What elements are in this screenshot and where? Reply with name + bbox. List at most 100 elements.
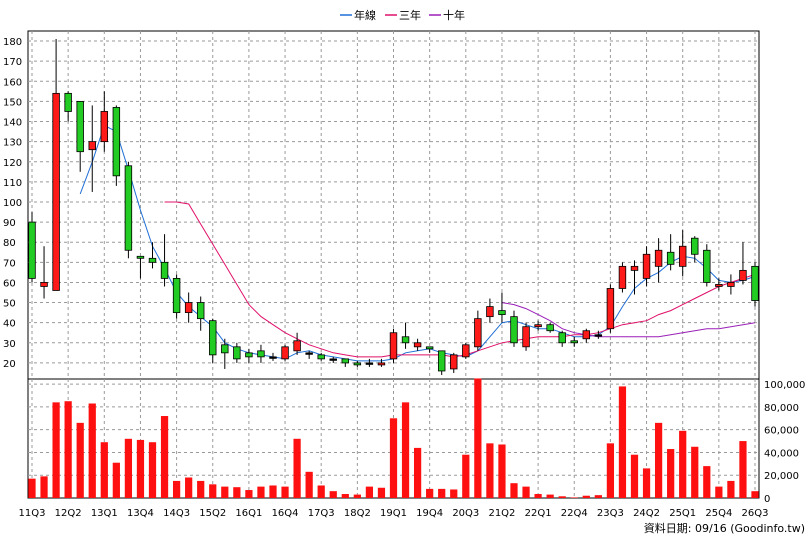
candle-body xyxy=(148,257,157,263)
candle xyxy=(233,342,241,363)
candle-body xyxy=(630,265,639,271)
candle xyxy=(727,274,735,295)
volume-bar xyxy=(570,497,578,498)
price-tick-label: 120 xyxy=(3,158,22,169)
candle-body xyxy=(618,265,627,289)
candle xyxy=(413,338,422,351)
candle-body xyxy=(293,340,301,352)
volume-bar xyxy=(438,488,446,498)
price-tick-label: 150 xyxy=(3,97,22,108)
candle xyxy=(353,360,362,367)
volume-bar xyxy=(498,444,506,498)
volume-bars xyxy=(28,378,759,498)
candle-body xyxy=(522,326,530,348)
candle-body xyxy=(281,346,289,360)
candle-body xyxy=(365,362,374,365)
price-tick-label: 180 xyxy=(3,37,22,48)
candle-body xyxy=(269,356,277,359)
candle-body xyxy=(88,141,96,151)
candle-body xyxy=(184,302,193,314)
price-tick-label: 50 xyxy=(3,299,16,310)
x-tick-label: 24Q2 xyxy=(633,508,660,519)
candle xyxy=(474,310,482,351)
volume-bar xyxy=(185,477,193,498)
ma-3yr-line xyxy=(164,201,756,358)
candle-body xyxy=(437,350,446,372)
candle xyxy=(389,328,398,363)
volume-bar xyxy=(582,495,590,498)
candle xyxy=(510,310,518,347)
volume-bar xyxy=(293,438,301,498)
candle-body xyxy=(498,310,506,316)
candle xyxy=(582,328,591,343)
price-tick-label: 20 xyxy=(3,359,16,370)
candle xyxy=(52,39,60,291)
volume-bar xyxy=(426,488,434,498)
candle xyxy=(172,274,181,319)
volume-bar xyxy=(703,466,711,498)
candle xyxy=(341,358,350,367)
data-date-footer: 資料日期: 09/16 (Goodinfo.tw) xyxy=(644,521,805,535)
volume-bar xyxy=(329,491,337,498)
volume-bar xyxy=(486,443,494,498)
candle-body xyxy=(353,362,362,366)
candle-body xyxy=(425,346,434,350)
candle-body xyxy=(510,316,518,344)
volume-bar xyxy=(197,480,205,498)
volume-bar xyxy=(112,462,120,498)
volume-bar xyxy=(401,402,410,498)
candle xyxy=(654,238,663,283)
volume-bar xyxy=(269,485,277,498)
price-tick-label: 70 xyxy=(3,258,16,269)
price-tick-label: 100 xyxy=(3,198,22,209)
candle-body xyxy=(76,101,84,153)
volume-bar xyxy=(353,494,361,498)
candle xyxy=(40,246,48,299)
volume-bar xyxy=(546,494,554,498)
volume-bar xyxy=(100,442,108,498)
candle xyxy=(437,350,446,375)
volume-bar xyxy=(136,439,145,498)
volume-tick-label: 40,000 xyxy=(764,448,799,459)
candle xyxy=(88,105,96,192)
price-tick-label: 160 xyxy=(3,77,22,88)
volume-tick-label: 20,000 xyxy=(764,471,799,482)
price-tick-label: 40 xyxy=(3,319,16,330)
candle xyxy=(305,350,313,359)
candle xyxy=(221,338,229,369)
volume-bar xyxy=(413,447,422,498)
candle xyxy=(751,262,759,307)
volume-bar xyxy=(40,476,48,498)
candle-body xyxy=(474,318,482,348)
volume-bar xyxy=(558,496,566,498)
candle xyxy=(630,260,639,295)
volume-bar xyxy=(172,480,181,498)
volume-bar xyxy=(28,478,36,498)
candle xyxy=(184,292,193,323)
x-tick-label: 20Q3 xyxy=(452,508,479,519)
volume-bar xyxy=(377,487,386,498)
ma-10yr-line xyxy=(501,302,756,338)
volume-bar xyxy=(691,446,699,498)
candle xyxy=(365,358,374,367)
volume-tick-label: 60,000 xyxy=(764,426,799,437)
volume-bar xyxy=(474,378,482,498)
volume-bar xyxy=(594,495,602,498)
volume-bar xyxy=(606,443,615,498)
candle-body xyxy=(245,352,253,358)
volume-tick-label: 80,000 xyxy=(764,403,799,414)
candle-body xyxy=(558,332,566,344)
x-tick-label: 25Q4 xyxy=(705,508,732,519)
volume-bar xyxy=(727,480,735,498)
candle xyxy=(196,296,205,331)
candle xyxy=(618,262,627,293)
candle-body xyxy=(582,330,591,340)
volume-bar xyxy=(317,485,325,498)
candle-body xyxy=(136,255,145,259)
x-tick-label: 14Q3 xyxy=(163,508,190,519)
candle xyxy=(293,332,301,355)
candle-body xyxy=(305,352,313,355)
candle-body xyxy=(317,354,325,360)
x-tick-label: 22Q4 xyxy=(561,508,588,519)
